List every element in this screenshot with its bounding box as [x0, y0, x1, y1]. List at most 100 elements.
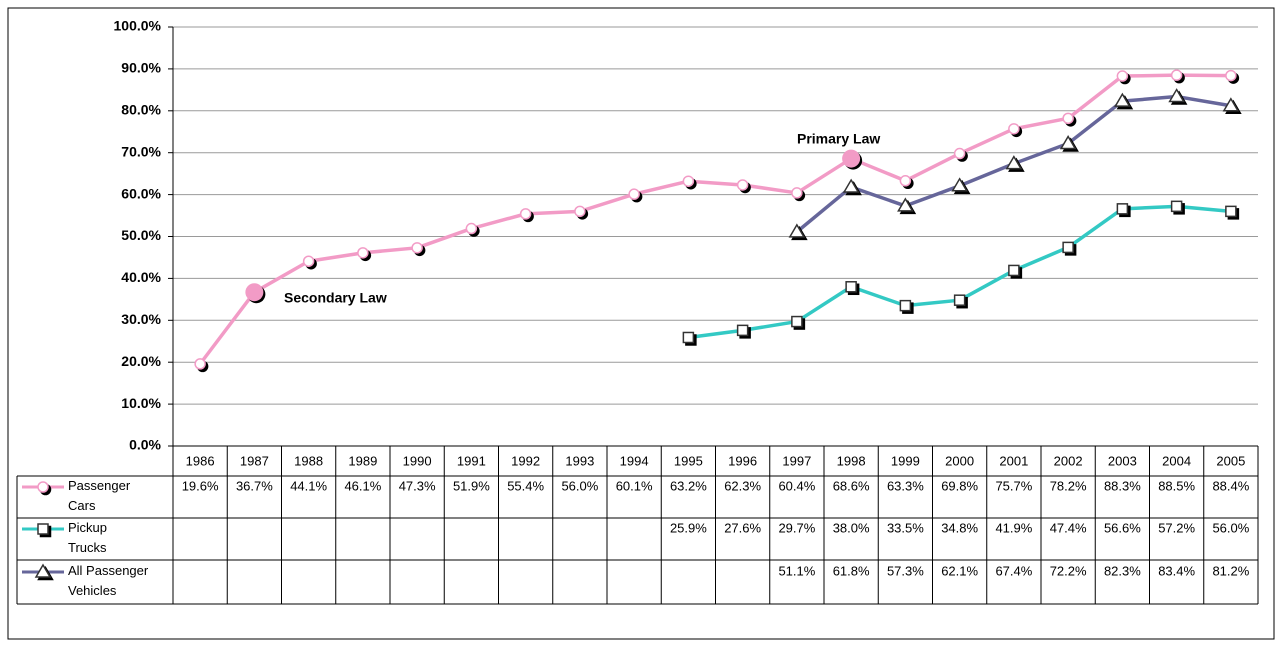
marker-shape	[37, 523, 49, 535]
marker-shape	[1168, 88, 1185, 103]
marker	[628, 188, 643, 203]
marker	[1062, 112, 1077, 127]
legend-label-line: All Passenger	[68, 563, 149, 578]
marker	[897, 197, 917, 215]
marker-shape	[1114, 92, 1131, 107]
marker-shape	[1170, 69, 1183, 81]
marker	[302, 255, 317, 270]
x-tick-label: 2001	[999, 453, 1028, 468]
marker	[465, 222, 480, 237]
y-tick-label: 40.0%	[121, 269, 161, 285]
marker	[791, 187, 806, 202]
data-label: 57.3%	[887, 563, 924, 578]
marker-shape	[1059, 134, 1077, 150]
marker-shape	[897, 197, 914, 212]
marker	[736, 179, 751, 194]
x-tick-label: 1996	[728, 453, 757, 468]
marker-shape	[411, 242, 423, 254]
y-tick-label: 30.0%	[121, 311, 161, 327]
data-label: 67.4%	[995, 563, 1032, 578]
series-line	[198, 73, 1231, 365]
x-tick-label: 1992	[511, 453, 540, 468]
marker-shape	[1116, 203, 1129, 215]
marker	[574, 205, 589, 220]
data-label: 56.0%	[561, 478, 598, 493]
data-label: 33.5%	[887, 520, 924, 535]
x-tick-label: 1987	[240, 453, 269, 468]
marker-shape	[1005, 155, 1023, 170]
data-label: 63.2%	[670, 478, 707, 493]
marker	[845, 281, 860, 296]
marker	[682, 331, 697, 346]
marker-shape	[37, 481, 49, 493]
data-label: 29.7%	[778, 520, 815, 535]
marker-shape	[899, 175, 912, 187]
data-label: 46.1%	[344, 478, 381, 493]
chart-border	[7, 7, 1275, 640]
x-tick-label: 1991	[457, 453, 486, 468]
marker	[953, 147, 968, 162]
y-tick-label: 70.0%	[121, 143, 161, 159]
marker-shape	[951, 177, 968, 192]
data-label: 36.7%	[236, 478, 273, 493]
marker-shape	[194, 358, 206, 370]
y-tick-label: 60.0%	[121, 185, 161, 201]
x-tick-label: 2005	[1216, 453, 1245, 468]
marker	[1008, 123, 1023, 138]
marker-shape	[899, 299, 912, 312]
data-label: 81.2%	[1212, 563, 1249, 578]
marker	[357, 247, 372, 262]
marker	[1008, 264, 1023, 279]
marker	[1116, 70, 1131, 85]
marker	[1059, 134, 1079, 152]
marker-shape	[34, 563, 52, 578]
x-tick-label: 2002	[1054, 453, 1083, 468]
x-tick-label: 1986	[186, 453, 215, 468]
legend-label-line: Pickup	[68, 520, 107, 535]
x-tick-label: 1998	[837, 453, 866, 468]
data-label: 62.1%	[941, 563, 978, 578]
data-label: 55.4%	[507, 478, 544, 493]
marker-shape	[302, 255, 315, 267]
legend-label-line: Cars	[68, 498, 96, 513]
marker-shape	[1008, 264, 1020, 277]
marker-shape	[1116, 70, 1129, 82]
marker	[1222, 97, 1242, 115]
marker	[1062, 241, 1077, 256]
marker-shape	[791, 315, 803, 328]
data-label: 25.9%	[670, 520, 707, 535]
legend-label: Passenger Cars	[68, 478, 131, 513]
legend-label: Pickup Trucks	[68, 520, 107, 555]
data-label: 88.3%	[1104, 478, 1141, 493]
data-label: 75.7%	[995, 478, 1032, 493]
data-label: 27.6%	[724, 520, 761, 535]
data-label: 47.3%	[399, 478, 436, 493]
data-label: 88.4%	[1212, 478, 1249, 493]
x-tick-label: 1990	[403, 453, 432, 468]
x-tick-label: 1997	[782, 453, 811, 468]
data-label: 69.8%	[941, 478, 978, 493]
marker-shape	[682, 331, 695, 344]
data-label: 44.1%	[290, 478, 327, 493]
marker	[34, 563, 54, 581]
data-label: 82.3%	[1104, 563, 1141, 578]
x-tick-label: 1999	[891, 453, 920, 468]
marker-shape	[842, 178, 860, 193]
marker	[736, 324, 751, 339]
data-label: 19.6%	[182, 478, 219, 493]
data-label: 41.9%	[995, 520, 1032, 535]
marker-shape	[1222, 97, 1240, 112]
marker-shape	[1170, 200, 1183, 213]
legend-label: All Passenger Vehicles	[68, 563, 149, 598]
data-label: 78.2%	[1050, 478, 1087, 493]
marker	[194, 358, 209, 373]
marker	[37, 481, 52, 496]
marker	[1170, 69, 1185, 84]
y-tick-label: 10.0%	[121, 395, 161, 411]
marker	[37, 523, 52, 538]
data-label: 34.8%	[941, 520, 978, 535]
marker	[791, 315, 806, 330]
data-label: 72.2%	[1050, 563, 1087, 578]
marker-shape	[1225, 205, 1237, 218]
